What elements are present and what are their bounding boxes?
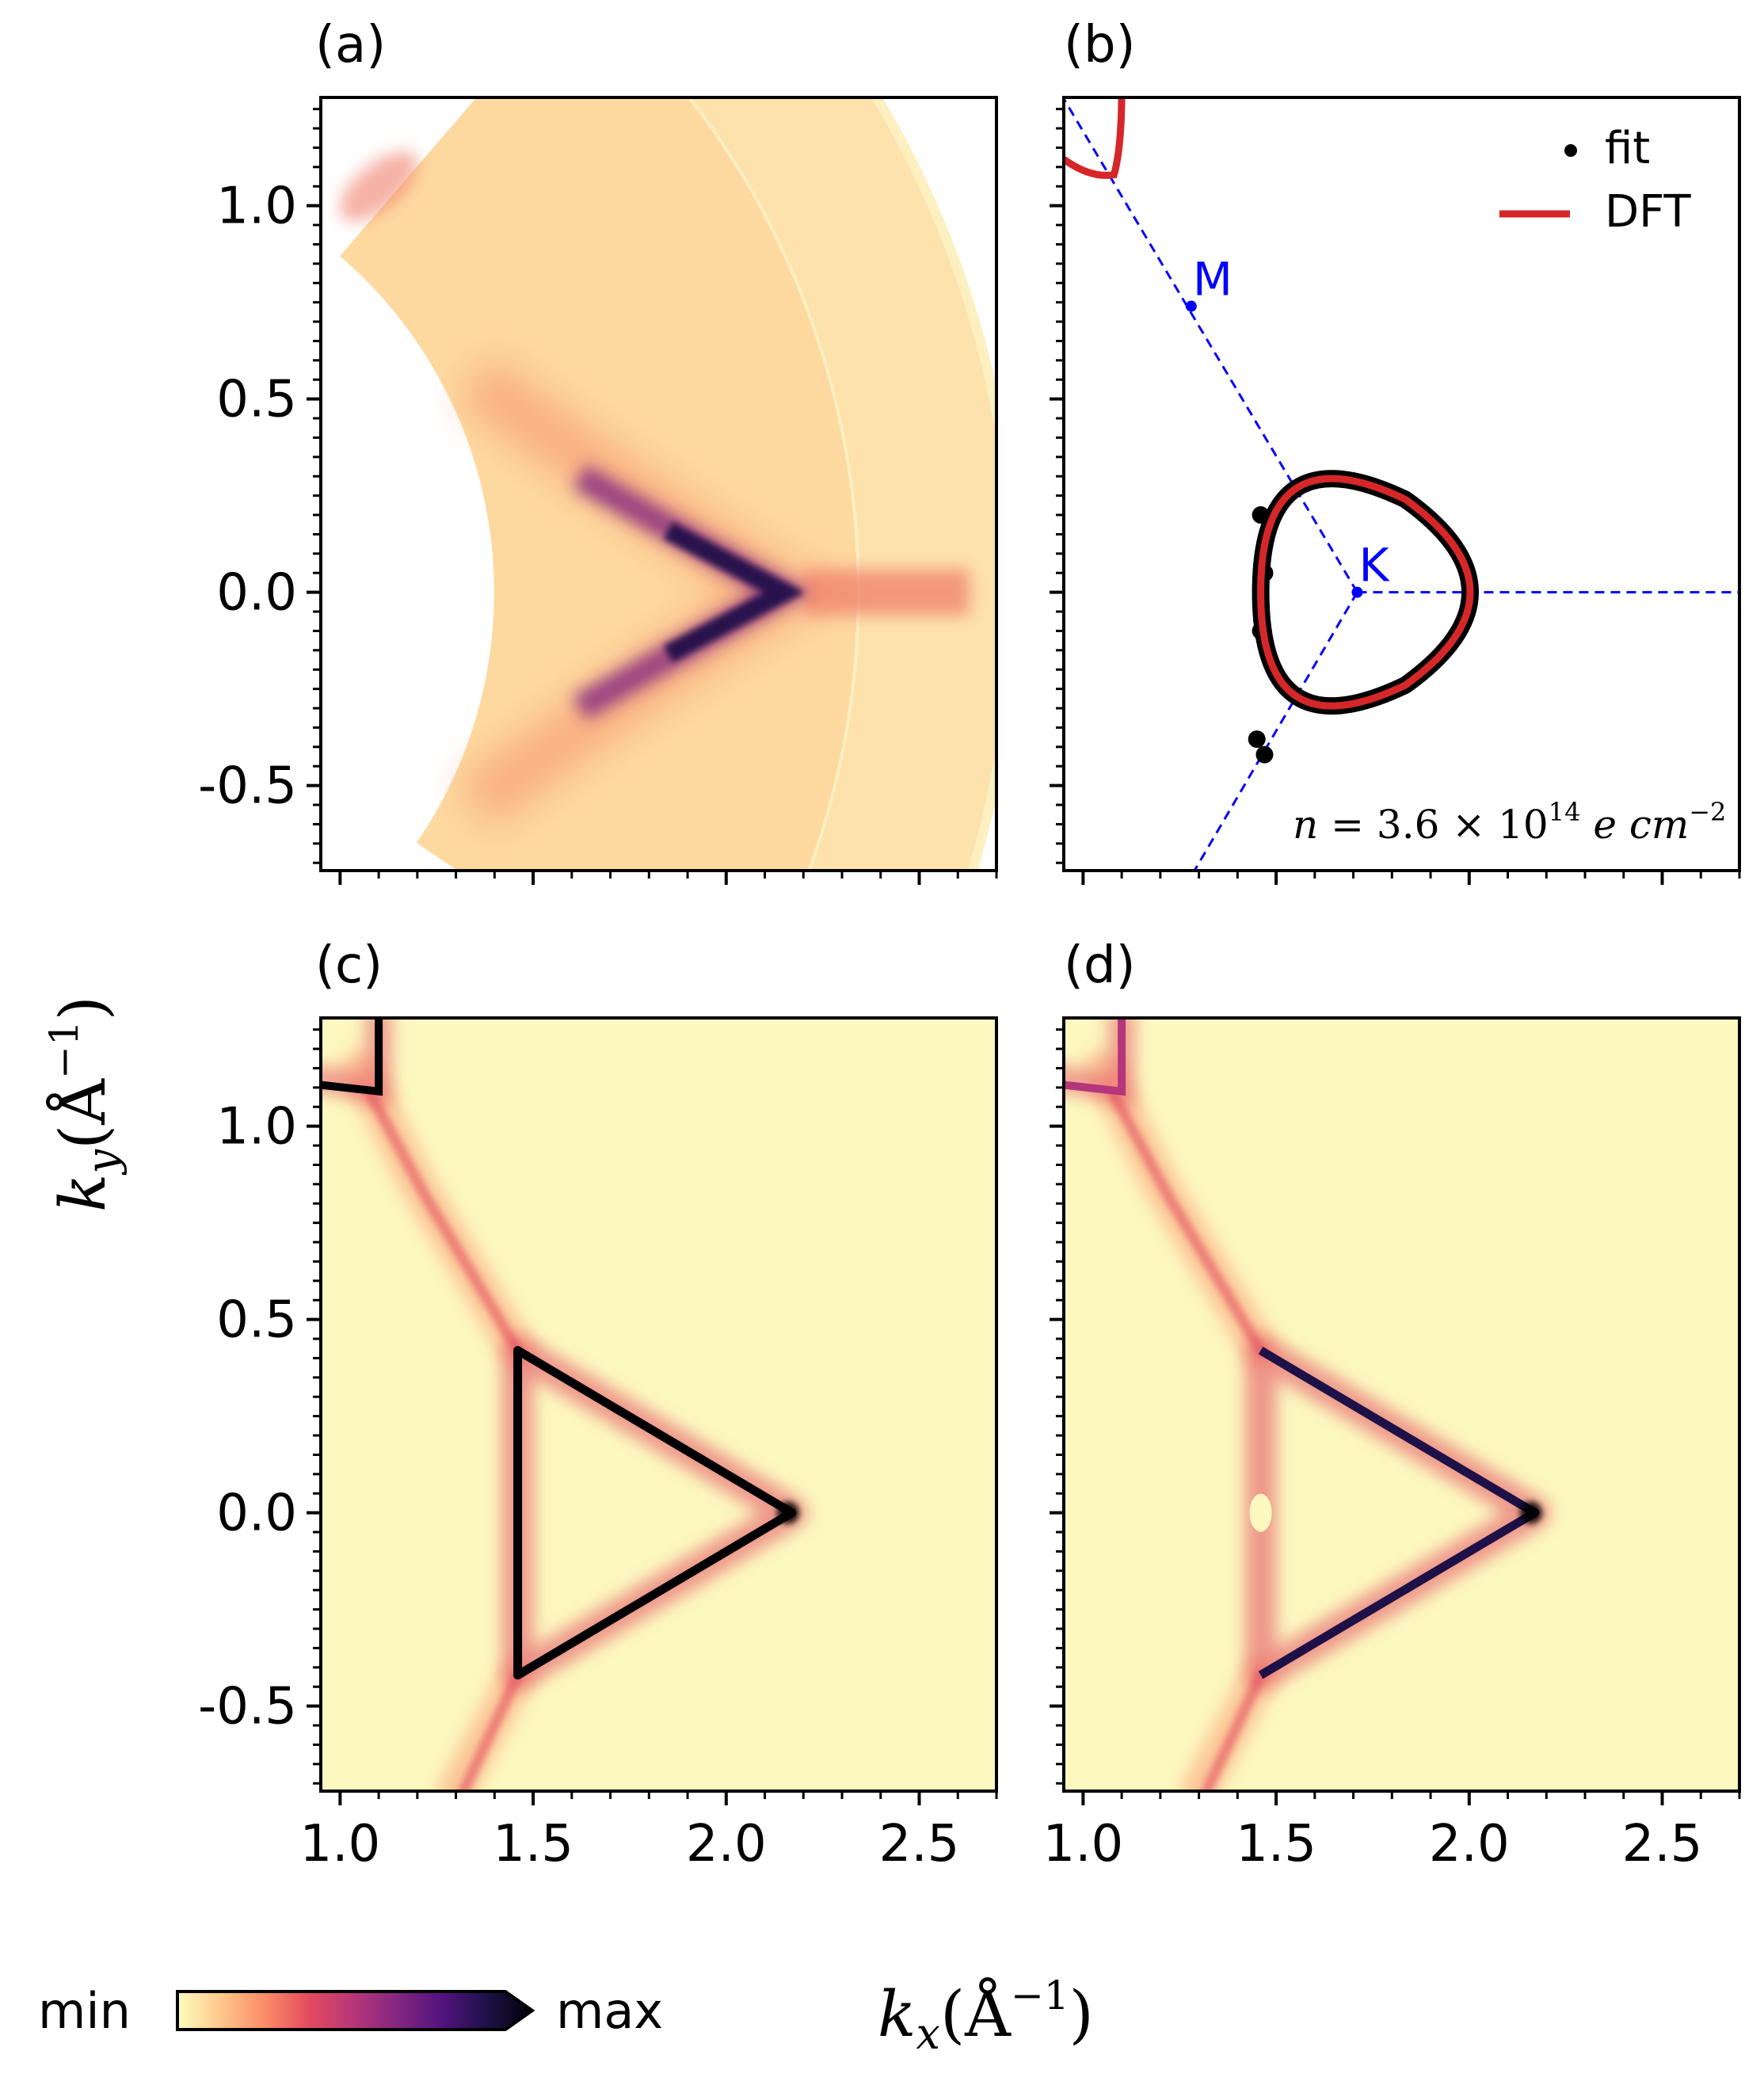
dft-contour [1064, 97, 1474, 710]
branch-lower [1201, 1669, 1267, 1791]
colorbar-min-label: min [38, 1982, 131, 2040]
fit-point [1255, 745, 1274, 764]
panel-a-frame [319, 96, 998, 872]
panel-label-b: (b) [1064, 16, 1136, 74]
panel-label-c: (c) [315, 936, 383, 995]
y-tick-label: 1.0 [216, 177, 297, 236]
y-tick-label: -0.5 [198, 1678, 297, 1736]
point-label-K: K [1358, 539, 1390, 593]
fit-point [1248, 730, 1266, 749]
arpes-bands [339, 151, 970, 828]
point-label-M: M [1193, 253, 1233, 307]
x-tick-label: 1.0 [299, 1815, 380, 1873]
colorbar-bar [176, 1990, 535, 2031]
branch-upper [365, 1089, 524, 1356]
panel-c-heatmap [321, 1018, 996, 1791]
legend-fit-marker [1564, 144, 1577, 157]
heatmap-background [321, 1018, 996, 1791]
point-M [1185, 300, 1197, 312]
y-tick-label: 0.5 [216, 371, 297, 429]
legend: fit DFT [1499, 123, 1691, 238]
x-tick-label: 2.0 [686, 1815, 767, 1873]
y-tick-label: -0.5 [198, 757, 297, 816]
axis-ticks: 1.0 0.5 0.0 -0.5 1.0 1.5 2.0 2.5 1.0 0.5 0.0 -0.5 1.… [198, 108, 1741, 1873]
y-tick-label: 1.0 [216, 1098, 297, 1157]
panel-b-frame [1062, 96, 1741, 872]
x-tick-label: 2.0 [1429, 1815, 1510, 1873]
y-tick-label: 0.0 [216, 564, 297, 623]
x-tick-label: 1.0 [1042, 1815, 1123, 1873]
panel-d-heatmap [1064, 1018, 1739, 1791]
triangle-core [513, 1346, 797, 1680]
panel-c-frame [319, 1016, 998, 1793]
panel-a-heatmap [339, 97, 996, 871]
wedge-outer [689, 97, 996, 871]
y-axis-label: ky(Å−1) [41, 996, 128, 1212]
legend-fit-label: fit [1605, 123, 1650, 174]
colorbar-max-label: max [556, 1982, 663, 2040]
x-tick-label: 1.5 [493, 1815, 573, 1873]
branch-upper [1108, 1089, 1267, 1356]
panel-b-plot: MK [1064, 97, 1739, 871]
vertex-hotspot [1519, 1501, 1542, 1524]
legend-dft-label: DFT [1605, 186, 1691, 238]
branch-lower [458, 1669, 524, 1791]
band-core [664, 521, 805, 663]
colorbar: min max [38, 1982, 663, 2040]
dft-corner-pocket [1064, 97, 1126, 179]
y-tick-label: 0.5 [216, 1291, 297, 1350]
corner-pocket [1064, 1018, 1126, 1096]
density-annotation: n = 3.6 × 1014 e cm−2 [1293, 797, 1726, 848]
guide-line [1064, 97, 1358, 593]
band-patch [339, 151, 418, 222]
high-symmetry-points: MK [1185, 253, 1390, 598]
panel-label-a: (a) [315, 16, 386, 74]
heatmap-background [1064, 1018, 1739, 1791]
x-tick-label: 2.5 [1622, 1815, 1703, 1873]
fit-point [1252, 506, 1270, 524]
node-gap [1249, 1493, 1272, 1532]
x-tick-label: 2.5 [879, 1815, 960, 1873]
panel-d-frame [1062, 1016, 1741, 1793]
x-tick-label: 1.5 [1236, 1815, 1316, 1873]
vertex-hotspot [776, 1501, 799, 1524]
corner-pocket [321, 1018, 383, 1096]
y-tick-label: 0.0 [216, 1485, 297, 1543]
x-axis-label: kx(Å−1) [878, 1973, 1094, 2059]
wedge-edge [871, 97, 996, 871]
dft-pocket [1257, 475, 1474, 710]
panel-label-d: (d) [1064, 936, 1136, 995]
point-K [1351, 586, 1363, 598]
